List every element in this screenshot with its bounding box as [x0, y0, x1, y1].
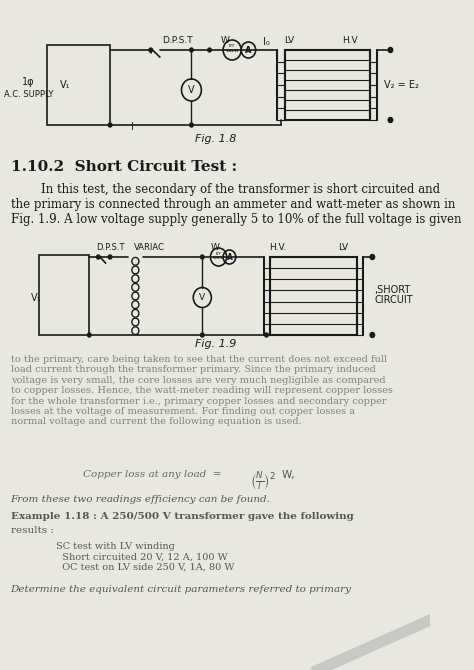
Bar: [39, 255, 89, 335]
Circle shape: [149, 48, 153, 52]
Circle shape: [108, 255, 112, 259]
Text: A.C. SUPPLY: A.C. SUPPLY: [4, 90, 54, 98]
Text: A: A: [245, 46, 252, 54]
Circle shape: [87, 333, 91, 337]
Text: V: V: [199, 293, 205, 302]
Text: 1φ: 1φ: [22, 77, 35, 87]
Text: A: A: [227, 253, 232, 261]
Circle shape: [190, 123, 193, 127]
Text: results :: results :: [10, 526, 54, 535]
Circle shape: [97, 255, 100, 259]
Text: Example 1.18 : A 250/500 V transformer gave the following: Example 1.18 : A 250/500 V transformer g…: [10, 512, 353, 521]
Text: V₂ = E₂: V₂ = E₂: [384, 80, 419, 90]
Text: H.V.: H.V.: [269, 243, 286, 252]
Text: W: W: [220, 36, 229, 45]
Text: In this test, the secondary of the transformer is short circuited and
the primar: In this test, the secondary of the trans…: [10, 183, 461, 226]
Bar: [47, 45, 110, 125]
Circle shape: [388, 117, 392, 123]
Bar: [270, 257, 357, 335]
Text: LV: LV: [338, 243, 348, 252]
Text: I: I: [131, 122, 134, 132]
Text: CIRCUIT: CIRCUIT: [374, 295, 413, 304]
Text: From these two readings efficiency can be found.: From these two readings efficiency can b…: [10, 495, 271, 504]
Text: rrr: rrr: [229, 43, 236, 48]
Text: D.P.S.T: D.P.S.T: [96, 243, 124, 252]
Circle shape: [370, 332, 374, 338]
Text: D.P.S.T: D.P.S.T: [163, 36, 193, 45]
Text: ,SHORT: ,SHORT: [374, 285, 410, 295]
Circle shape: [208, 48, 211, 52]
Text: www: www: [212, 255, 225, 260]
Text: Copper loss at any load  =: Copper loss at any load =: [83, 470, 221, 479]
Text: Fig. 1.9: Fig. 1.9: [195, 339, 237, 349]
Text: W,: W,: [282, 470, 295, 480]
Bar: [284, 50, 370, 120]
Text: to the primary, care being taken to see that the current does not exceed full
lo: to the primary, care being taken to see …: [10, 355, 392, 426]
Text: SC test with LV winding
  Short circuited 20 V, 12 A, 100 W
  OC test on LV side: SC test with LV winding Short circuited …: [56, 542, 234, 572]
Text: www: www: [226, 48, 239, 53]
Text: I₀: I₀: [263, 37, 270, 47]
Text: V₁: V₁: [30, 293, 41, 302]
Text: H.V: H.V: [342, 36, 357, 45]
Circle shape: [201, 333, 204, 337]
Text: LV: LV: [284, 36, 294, 45]
Text: Fig. 1.8: Fig. 1.8: [195, 134, 237, 144]
Circle shape: [108, 123, 112, 127]
Text: VARIAC: VARIAC: [134, 243, 164, 252]
Text: $\left(\frac{N}{I}\right)^2$: $\left(\frac{N}{I}\right)^2$: [250, 470, 276, 492]
Text: 1.10.2  Short Circuit Test :: 1.10.2 Short Circuit Test :: [10, 160, 237, 174]
Circle shape: [190, 48, 193, 52]
Circle shape: [264, 333, 268, 337]
Text: V: V: [188, 85, 195, 95]
Text: rrr: rrr: [216, 251, 222, 256]
Circle shape: [201, 255, 204, 259]
Text: W: W: [210, 243, 219, 252]
Text: Determine the equivalent circuit parameters referred to primary: Determine the equivalent circuit paramet…: [10, 585, 352, 594]
Text: V₁: V₁: [60, 80, 70, 90]
Circle shape: [388, 48, 392, 52]
Circle shape: [370, 255, 374, 259]
